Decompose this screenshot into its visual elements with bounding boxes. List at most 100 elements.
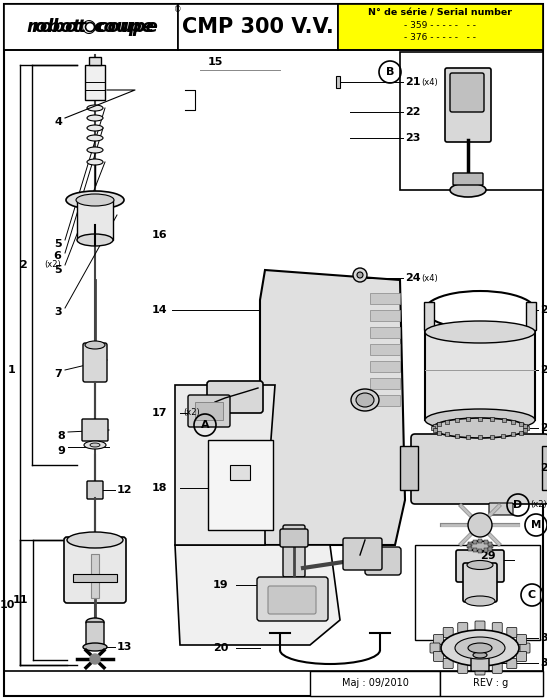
Text: (x2): (x2) bbox=[44, 260, 61, 269]
Circle shape bbox=[90, 654, 100, 664]
Bar bbox=[490, 417, 494, 421]
Bar bbox=[310, 671, 440, 696]
Bar bbox=[478, 549, 482, 553]
Text: M: M bbox=[531, 520, 541, 530]
Ellipse shape bbox=[67, 532, 123, 548]
Bar bbox=[4, 4, 178, 50]
Text: 18: 18 bbox=[152, 483, 167, 493]
Bar bbox=[490, 435, 494, 439]
Bar bbox=[468, 542, 473, 545]
Text: (x2): (x2) bbox=[530, 500, 547, 510]
Bar bbox=[445, 419, 449, 424]
FancyBboxPatch shape bbox=[283, 525, 305, 577]
Ellipse shape bbox=[425, 321, 535, 343]
Text: 12: 12 bbox=[117, 485, 132, 495]
Bar bbox=[478, 539, 482, 543]
Ellipse shape bbox=[433, 418, 527, 438]
Text: 22: 22 bbox=[405, 107, 421, 117]
FancyBboxPatch shape bbox=[188, 395, 230, 427]
FancyBboxPatch shape bbox=[507, 659, 517, 668]
Text: 21: 21 bbox=[405, 77, 421, 87]
Text: - 376 - - - - -   - -: - 376 - - - - - - - bbox=[404, 32, 476, 41]
Bar bbox=[89, 57, 101, 65]
Text: 23: 23 bbox=[405, 133, 421, 143]
FancyBboxPatch shape bbox=[411, 434, 547, 504]
Bar bbox=[484, 548, 487, 552]
Bar bbox=[338, 4, 543, 50]
FancyBboxPatch shape bbox=[475, 621, 485, 631]
Text: 30: 30 bbox=[540, 633, 547, 643]
Bar bbox=[370, 378, 400, 389]
Bar bbox=[431, 426, 435, 430]
FancyBboxPatch shape bbox=[492, 664, 502, 673]
Text: 14: 14 bbox=[152, 305, 167, 315]
Text: 27: 27 bbox=[540, 423, 547, 433]
Bar bbox=[370, 310, 400, 321]
Bar bbox=[519, 421, 523, 426]
Bar bbox=[455, 418, 458, 422]
Text: Maj : 09/2010: Maj : 09/2010 bbox=[341, 678, 409, 688]
Bar bbox=[91, 554, 99, 598]
Ellipse shape bbox=[77, 234, 113, 246]
Ellipse shape bbox=[468, 643, 492, 653]
Text: (x4): (x4) bbox=[421, 274, 438, 283]
FancyBboxPatch shape bbox=[64, 537, 126, 603]
FancyBboxPatch shape bbox=[365, 547, 401, 575]
FancyBboxPatch shape bbox=[83, 343, 107, 382]
Text: 4: 4 bbox=[54, 117, 62, 127]
Text: coupe: coupe bbox=[93, 18, 154, 36]
FancyBboxPatch shape bbox=[463, 563, 497, 602]
Ellipse shape bbox=[87, 105, 103, 111]
Text: 10: 10 bbox=[0, 600, 15, 610]
Bar bbox=[208, 440, 273, 530]
Ellipse shape bbox=[356, 393, 374, 407]
FancyBboxPatch shape bbox=[507, 627, 517, 638]
Bar bbox=[523, 424, 527, 428]
Bar bbox=[433, 428, 437, 433]
Ellipse shape bbox=[87, 115, 103, 121]
FancyBboxPatch shape bbox=[433, 652, 444, 662]
Bar bbox=[478, 435, 482, 439]
Text: 5: 5 bbox=[54, 265, 62, 275]
Bar bbox=[511, 433, 515, 436]
FancyBboxPatch shape bbox=[471, 651, 489, 671]
Text: 16: 16 bbox=[152, 230, 167, 240]
Ellipse shape bbox=[87, 147, 103, 153]
Ellipse shape bbox=[351, 389, 379, 411]
Text: 2: 2 bbox=[19, 260, 27, 270]
Text: 9: 9 bbox=[57, 446, 65, 456]
FancyBboxPatch shape bbox=[343, 538, 382, 570]
Ellipse shape bbox=[467, 561, 493, 570]
Ellipse shape bbox=[85, 341, 105, 349]
Ellipse shape bbox=[66, 191, 124, 209]
Text: (x2): (x2) bbox=[183, 409, 200, 417]
Bar bbox=[478, 417, 482, 421]
Text: 11: 11 bbox=[13, 595, 28, 605]
Text: (x4): (x4) bbox=[421, 78, 438, 87]
Bar bbox=[336, 76, 340, 88]
Text: 17: 17 bbox=[152, 408, 167, 418]
Circle shape bbox=[353, 268, 367, 282]
Circle shape bbox=[468, 513, 492, 537]
Bar bbox=[77, 200, 113, 240]
Polygon shape bbox=[260, 270, 405, 545]
Text: 20: 20 bbox=[213, 643, 228, 653]
Bar bbox=[466, 417, 470, 421]
Bar bbox=[400, 446, 418, 490]
Text: 5: 5 bbox=[54, 239, 62, 249]
Ellipse shape bbox=[83, 643, 107, 651]
FancyBboxPatch shape bbox=[458, 623, 468, 633]
FancyBboxPatch shape bbox=[257, 577, 328, 621]
Text: 6: 6 bbox=[53, 251, 61, 261]
Ellipse shape bbox=[455, 637, 505, 659]
FancyBboxPatch shape bbox=[453, 173, 483, 185]
FancyBboxPatch shape bbox=[458, 664, 468, 673]
FancyBboxPatch shape bbox=[492, 623, 502, 633]
FancyBboxPatch shape bbox=[430, 643, 440, 653]
FancyBboxPatch shape bbox=[195, 402, 223, 420]
Bar bbox=[370, 293, 400, 304]
FancyBboxPatch shape bbox=[445, 68, 491, 142]
Ellipse shape bbox=[468, 541, 492, 551]
Ellipse shape bbox=[84, 441, 106, 449]
FancyBboxPatch shape bbox=[456, 550, 504, 582]
